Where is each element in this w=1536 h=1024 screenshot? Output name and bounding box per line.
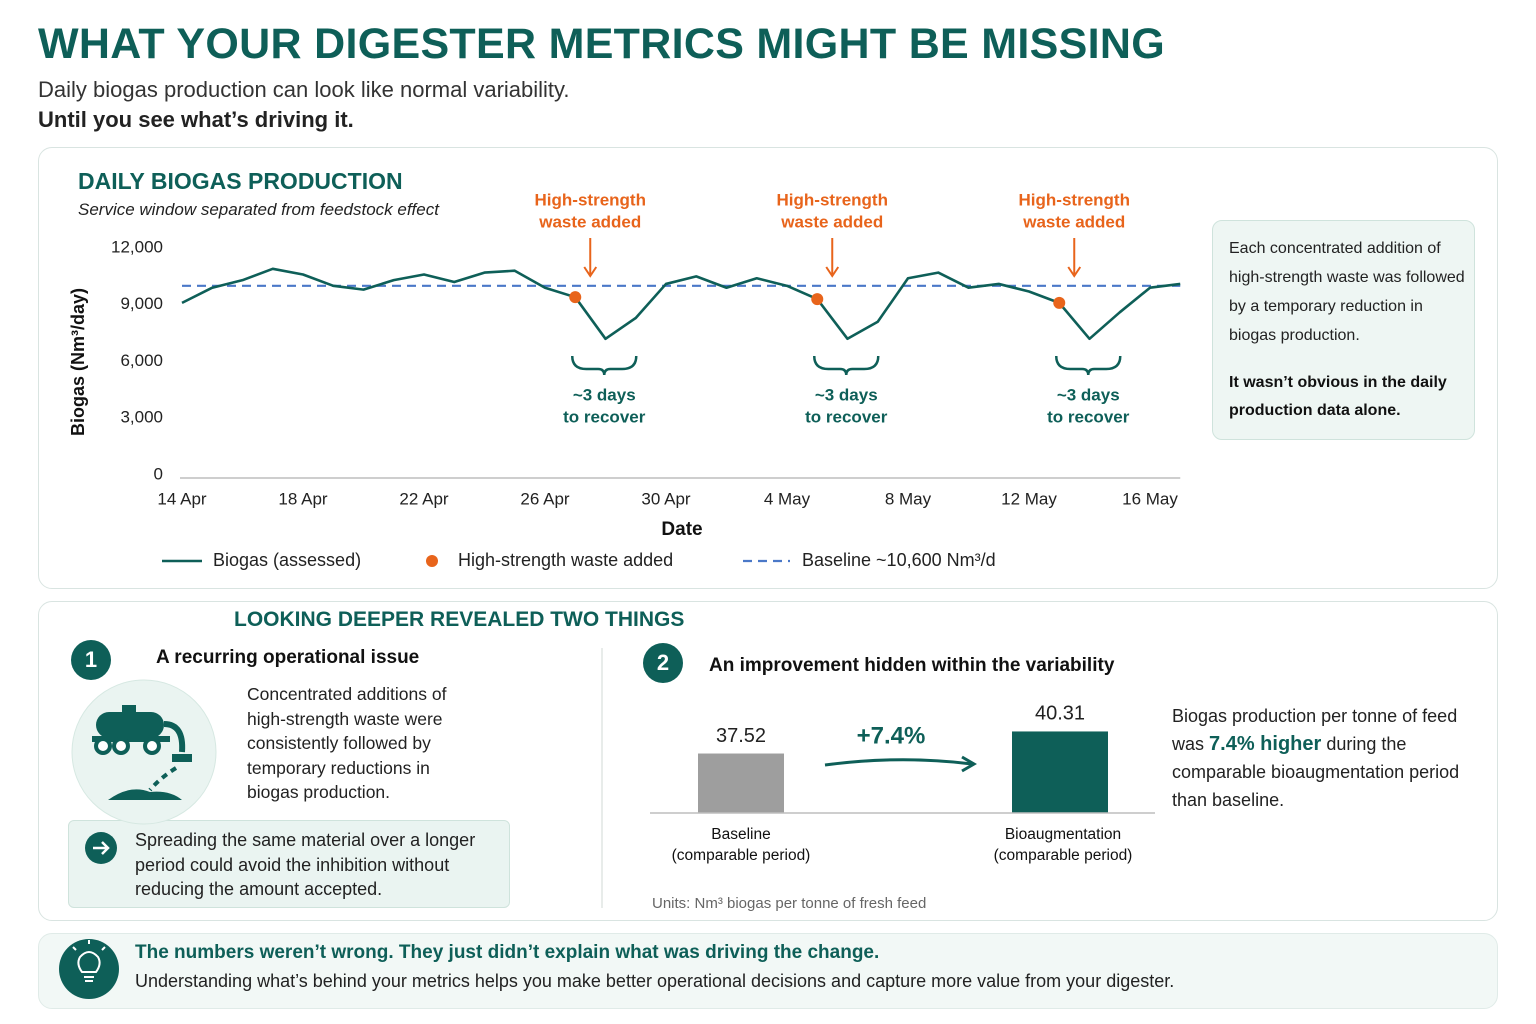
bulb-badge xyxy=(59,939,119,999)
change-arrow xyxy=(824,758,973,767)
change-label: +7.4% xyxy=(857,722,926,749)
truck-icon xyxy=(92,705,192,800)
side-note-emphasis: It wasn’t obvious in the daily productio… xyxy=(1229,374,1447,419)
page-title: WHAT YOUR DIGESTER METRICS MIGHT BE MISS… xyxy=(38,20,1165,68)
legend-label: Baseline ~10,600 Nm³/d xyxy=(802,550,996,570)
badge xyxy=(643,643,683,683)
recovery-annotation: to recover xyxy=(1047,407,1130,426)
event-point xyxy=(1053,296,1066,309)
category-label: Bioaugmentation xyxy=(1005,826,1121,843)
bulb-icon xyxy=(72,940,106,982)
value-label: 37.52 xyxy=(716,725,766,747)
y-tick-label: 6,000 xyxy=(120,351,163,370)
units-note: Units: Nm³ biogas per tonne of fresh fee… xyxy=(652,895,926,912)
finding-heading: A recurring operational issue xyxy=(156,647,420,668)
line-series xyxy=(181,267,1181,341)
change-arrowhead xyxy=(961,755,977,773)
icon-circle xyxy=(71,679,217,825)
event-point xyxy=(811,293,824,306)
badge-number: 1 xyxy=(85,647,97,672)
bar xyxy=(1012,731,1108,813)
badge xyxy=(71,640,111,680)
category-note: (comparable period) xyxy=(994,847,1133,864)
arrow-icon xyxy=(93,841,110,855)
y-tick-label: 12,000 xyxy=(111,237,163,256)
event-annotation: waste added xyxy=(780,212,883,231)
recovery-annotation: to recover xyxy=(805,407,888,426)
tagline: Until you see what’s driving it. xyxy=(38,107,354,132)
badge-number: 2 xyxy=(657,650,669,675)
findings-title: LOOKING DEEPER REVEALED TWO THINGS xyxy=(234,608,685,631)
summary-text: Biogas production per tonne of feed was xyxy=(1172,706,1458,754)
summary-highlight: 7.4% higher xyxy=(1209,733,1322,755)
x-tick-label: 26 Apr xyxy=(520,489,569,508)
x-tick-label: 4 May xyxy=(764,489,811,508)
legend-swatch xyxy=(426,555,438,567)
x-tick-label: 30 Apr xyxy=(641,489,690,508)
annotation-arrowhead xyxy=(583,266,598,278)
footer-text: Understanding what’s behind your metrics… xyxy=(135,971,1175,991)
recovery-brace xyxy=(813,355,880,376)
x-tick-label: 8 May xyxy=(885,489,932,508)
summary-text: during the comparable bioaugmentation pe… xyxy=(1172,734,1460,810)
side-note-text: Each concentrated addition of high-stren… xyxy=(1229,240,1465,344)
event-annotation: waste added xyxy=(1022,212,1125,231)
annotation-arrowhead xyxy=(825,266,840,278)
finding-summary: Biogas production per tonne of feed was … xyxy=(1172,702,1492,814)
side-note-box xyxy=(1212,220,1475,440)
y-axis-title: Biogas (Nm³/day) xyxy=(68,288,88,436)
value-label: 40.31 xyxy=(1035,703,1085,725)
event-annotation: High-strength xyxy=(1019,190,1130,209)
x-tick-label: 14 Apr xyxy=(157,489,206,508)
legend-label: High-strength waste added xyxy=(458,550,673,570)
footer-card xyxy=(38,933,1498,1009)
event-point xyxy=(569,291,582,304)
recovery-annotation: ~3 days xyxy=(1057,385,1120,404)
category-label: Baseline xyxy=(711,826,770,843)
recovery-brace xyxy=(1055,355,1122,376)
footer-headline: The numbers weren’t wrong. They just did… xyxy=(135,942,880,963)
x-tick-label: 18 Apr xyxy=(278,489,327,508)
recovery-annotation: ~3 days xyxy=(815,385,878,404)
finding-text: Concentrated additions of high-strength … xyxy=(247,684,447,802)
y-tick-label: 9,000 xyxy=(120,294,163,313)
event-annotation: waste added xyxy=(538,212,641,231)
callout-box xyxy=(68,820,510,908)
x-tick-label: 22 Apr xyxy=(399,489,448,508)
event-annotation: High-strength xyxy=(777,190,888,209)
recovery-brace xyxy=(571,355,638,376)
callout-text: Spreading the same material over a longe… xyxy=(135,830,476,899)
annotation-arrowhead xyxy=(1067,266,1082,278)
bar xyxy=(698,753,784,813)
subtitle: Daily biogas production can look like no… xyxy=(38,77,570,102)
y-tick-label: 0 xyxy=(154,464,163,483)
event-annotation: High-strength xyxy=(535,190,646,209)
x-tick-label: 16 May xyxy=(1122,489,1178,508)
x-tick-label: 12 May xyxy=(1001,489,1057,508)
finding-heading: An improvement hidden within the variabi… xyxy=(709,655,1115,676)
legend-label: Biogas (assessed) xyxy=(213,550,361,570)
y-tick-label: 3,000 xyxy=(120,408,163,427)
recovery-annotation: ~3 days xyxy=(573,385,636,404)
chart-subtitle: Service window separated from feedstock … xyxy=(78,200,439,219)
category-note: (comparable period) xyxy=(672,847,811,864)
chart-title: DAILY BIOGAS PRODUCTION xyxy=(78,168,403,194)
recovery-annotation: to recover xyxy=(563,407,646,426)
x-axis-title: Date xyxy=(661,519,702,540)
